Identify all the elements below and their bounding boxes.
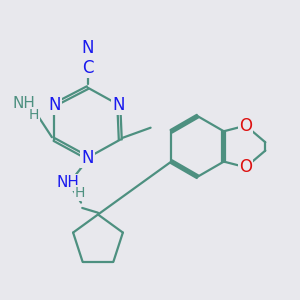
Text: NH: NH (57, 175, 80, 190)
Text: N: N (112, 96, 125, 114)
Text: C: C (82, 59, 93, 77)
Text: N: N (81, 149, 94, 167)
Text: O: O (239, 117, 252, 135)
Text: N: N (81, 39, 94, 57)
Text: NH: NH (12, 96, 35, 111)
Text: O: O (239, 158, 252, 176)
Text: H: H (29, 108, 39, 122)
Text: H: H (75, 186, 85, 200)
Text: N: N (48, 96, 61, 114)
